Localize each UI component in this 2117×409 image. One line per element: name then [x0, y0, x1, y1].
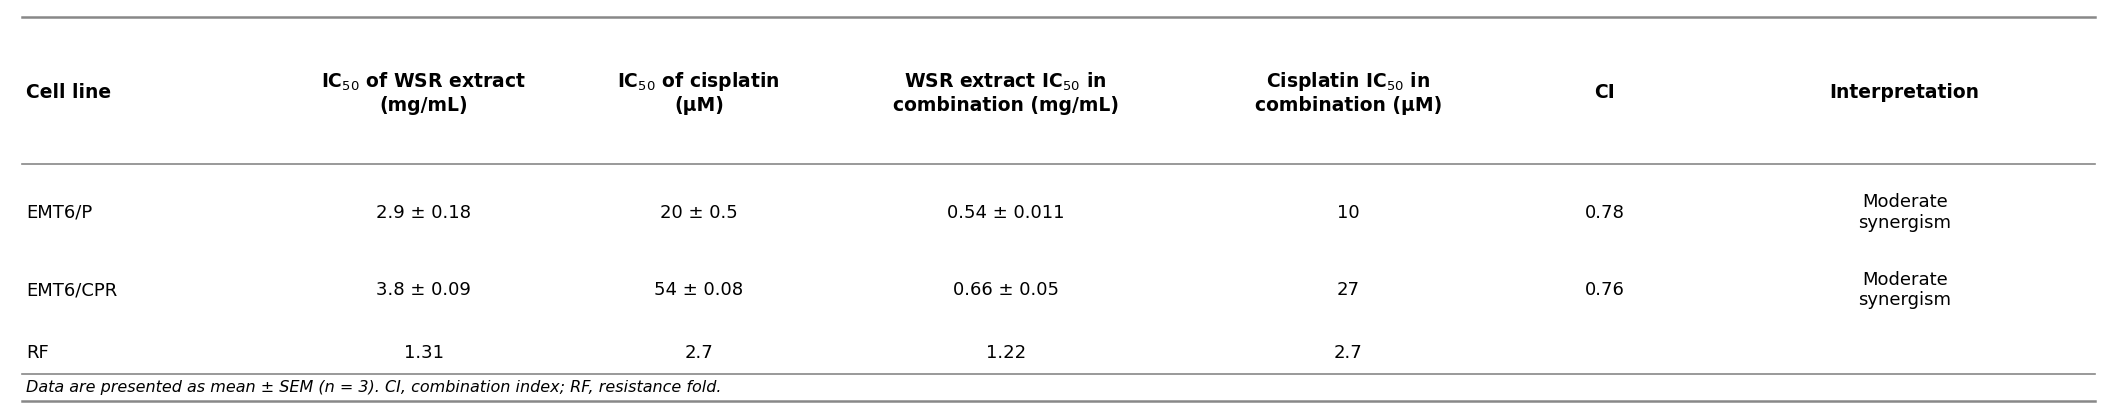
Text: CI: CI — [1594, 83, 1615, 102]
Text: 0.76: 0.76 — [1584, 281, 1624, 299]
Text: 2.7: 2.7 — [1334, 344, 1363, 362]
Text: RF: RF — [25, 344, 49, 362]
Text: 0.78: 0.78 — [1584, 204, 1624, 222]
Text: Moderate
synergism: Moderate synergism — [1859, 271, 1952, 310]
Text: 2.7: 2.7 — [684, 344, 713, 362]
Text: Cell line: Cell line — [25, 83, 112, 102]
Text: Data are presented as mean ± SEM (n = 3). CI, combination index; RF, resistance : Data are presented as mean ± SEM (n = 3)… — [25, 380, 722, 396]
Text: Moderate
synergism: Moderate synergism — [1859, 193, 1952, 232]
Text: IC$_{50}$ of cisplatin
(μM): IC$_{50}$ of cisplatin (μM) — [618, 70, 781, 115]
Text: 1.31: 1.31 — [404, 344, 445, 362]
Text: Cisplatin IC$_{50}$ in
combination (μM): Cisplatin IC$_{50}$ in combination (μM) — [1255, 70, 1442, 115]
Text: EMT6/P: EMT6/P — [25, 204, 93, 222]
Text: Interpretation: Interpretation — [1829, 83, 1979, 102]
Text: 54 ± 0.08: 54 ± 0.08 — [654, 281, 743, 299]
Text: 1.22: 1.22 — [987, 344, 1025, 362]
Text: WSR extract IC$_{50}$ in
combination (mg/mL): WSR extract IC$_{50}$ in combination (mg… — [893, 70, 1118, 115]
Text: 3.8 ± 0.09: 3.8 ± 0.09 — [377, 281, 472, 299]
Text: IC$_{50}$ of WSR extract
(mg/mL): IC$_{50}$ of WSR extract (mg/mL) — [322, 70, 527, 115]
Text: 0.54 ± 0.011: 0.54 ± 0.011 — [946, 204, 1065, 222]
Text: 20 ± 0.5: 20 ± 0.5 — [661, 204, 737, 222]
Text: EMT6/CPR: EMT6/CPR — [25, 281, 116, 299]
Text: 2.9 ± 0.18: 2.9 ± 0.18 — [377, 204, 472, 222]
Text: 0.66 ± 0.05: 0.66 ± 0.05 — [953, 281, 1058, 299]
Text: 10: 10 — [1338, 204, 1359, 222]
Text: 27: 27 — [1336, 281, 1359, 299]
